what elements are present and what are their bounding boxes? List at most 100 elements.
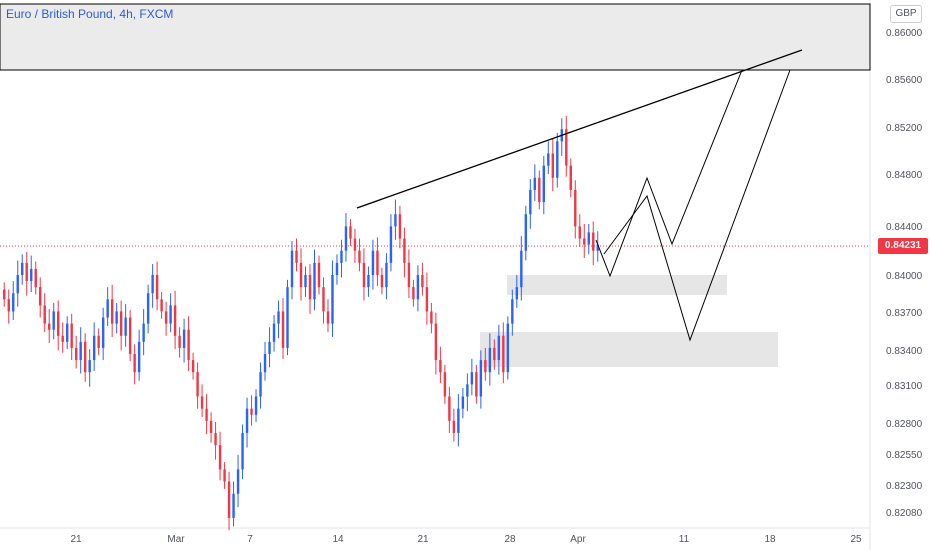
candle-body	[376, 250, 379, 275]
candle-body	[178, 335, 181, 348]
candle-body	[214, 432, 217, 446]
candle-body	[205, 408, 208, 421]
time-tick-label: 28	[504, 534, 516, 545]
candle-body	[57, 311, 60, 336]
candle-body	[331, 275, 334, 324]
candle-body	[466, 384, 469, 397]
candle-body	[398, 214, 402, 239]
candle-body	[137, 341, 141, 373]
candle-body	[304, 275, 307, 288]
projection-path-1[interactable]	[595, 69, 743, 278]
candle-body	[470, 372, 474, 385]
candle-body	[457, 408, 460, 433]
candle-body	[115, 311, 118, 324]
candle-body	[574, 189, 577, 227]
candle-body	[565, 129, 568, 166]
candle-body	[412, 287, 415, 300]
candle-body	[160, 299, 163, 312]
chart-title: Euro / British Pound, 4h, FXCM	[6, 7, 174, 21]
candle-body	[349, 226, 352, 239]
candle-body	[452, 420, 456, 433]
candle-body	[448, 396, 451, 421]
price-tick-label: 0.86000	[886, 28, 923, 39]
price-tick-label: 0.82300	[886, 481, 923, 492]
candle-body	[254, 396, 258, 415]
candle-body	[335, 262, 339, 275]
candle-body	[322, 287, 325, 312]
candle-body	[151, 275, 154, 294]
candle-body	[515, 287, 519, 300]
candle-body	[371, 250, 375, 275]
candle-body	[547, 153, 550, 166]
candle-body	[236, 469, 240, 494]
candle-body	[3, 289, 6, 300]
candle-body	[48, 323, 51, 330]
candle-body	[200, 396, 204, 409]
time-tick-label: 11	[679, 534, 690, 545]
candle-body	[155, 275, 159, 300]
candle-body	[578, 226, 581, 239]
candle-body	[277, 311, 280, 324]
candle-body	[21, 262, 24, 275]
candle-body	[272, 323, 276, 342]
candle-body	[358, 250, 361, 263]
candle-body	[191, 360, 195, 373]
candle-body	[313, 262, 316, 300]
candle-body	[182, 329, 186, 348]
price-tick-label: 0.83100	[886, 381, 923, 392]
candle-body	[259, 372, 262, 397]
support-zone-2[interactable]	[480, 332, 778, 367]
candle-body	[290, 250, 294, 288]
candle-body	[74, 347, 78, 361]
current-price-badge: 0.84231	[878, 238, 928, 254]
price-tick-label: 0.82080	[886, 508, 923, 519]
candle-body	[34, 268, 37, 288]
candle-body	[124, 317, 127, 336]
price-tick-label: 0.83400	[886, 346, 923, 357]
candle-body	[506, 323, 510, 373]
candle-body	[101, 317, 105, 348]
candle-body	[385, 262, 388, 288]
candle-body	[407, 262, 411, 288]
candle-body	[524, 214, 528, 251]
candle-body	[317, 262, 321, 288]
candle-body	[263, 353, 267, 373]
resistance-zone[interactable]	[0, 3, 871, 71]
candle-body	[133, 353, 136, 373]
candle-body	[551, 153, 554, 178]
candle-body	[488, 347, 492, 373]
candle-body	[299, 262, 303, 288]
candle-body	[592, 232, 595, 251]
trendline[interactable]	[356, 49, 803, 209]
candle-body	[295, 250, 298, 263]
time-tick-label: 14	[332, 534, 344, 545]
candle-body	[245, 408, 249, 433]
currency-label[interactable]: GBP	[890, 5, 922, 23]
candle-body	[403, 238, 406, 263]
candle-body	[443, 372, 447, 397]
candle-body	[340, 250, 343, 263]
candle-body	[479, 360, 483, 397]
price-tick-label: 0.84800	[886, 170, 923, 181]
price-axis[interactable]: 0.86000 0.85600 0.85200 0.84800 0.84400 0.840…	[886, 28, 923, 519]
candle-body	[434, 323, 438, 361]
candle-body	[511, 299, 514, 324]
price-tick-label: 0.85200	[886, 123, 923, 134]
candle-body	[353, 238, 357, 251]
candle-body	[308, 275, 312, 300]
candle-body	[196, 372, 199, 397]
candle-body	[52, 311, 55, 330]
price-tick-label: 0.84400	[886, 222, 923, 233]
time-axis[interactable]: 21 Mar 7 14 21 28 Apr 11 18 25	[70, 534, 862, 545]
candle-body	[475, 372, 478, 397]
candle-body	[394, 214, 397, 227]
projection-path-2[interactable]	[603, 69, 791, 342]
candle-body	[421, 275, 424, 288]
candle-body	[241, 432, 244, 470]
price-tick-label: 0.82800	[886, 419, 923, 430]
support-zone-1[interactable]	[507, 275, 727, 295]
time-tick-label: 25	[850, 534, 862, 545]
price-tick-label: 0.85600	[886, 75, 923, 86]
plot-area[interactable]	[0, 0, 870, 528]
